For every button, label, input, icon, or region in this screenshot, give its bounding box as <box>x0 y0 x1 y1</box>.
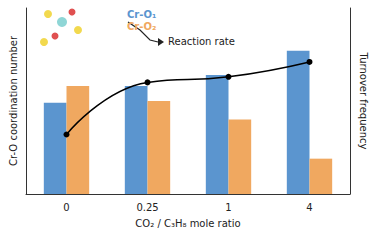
svg-text:0: 0 <box>63 202 69 213</box>
svg-text:4: 4 <box>306 202 312 213</box>
svg-text:0.25: 0.25 <box>136 202 158 213</box>
svg-text:Turnover frequency: Turnover frequency <box>358 52 369 150</box>
svg-text:CO₂ / C₃H₈ mole ratio: CO₂ / C₃H₈ mole ratio <box>135 218 240 229</box>
svg-text:Cr-O₂: Cr-O₂ <box>127 21 156 32</box>
svg-text:1: 1 <box>225 202 231 213</box>
svg-text:Reaction rate: Reaction rate <box>168 36 235 47</box>
svg-text:Cr-O coordination number: Cr-O coordination number <box>8 35 19 166</box>
svg-text:Cr-O₁: Cr-O₁ <box>127 9 156 20</box>
